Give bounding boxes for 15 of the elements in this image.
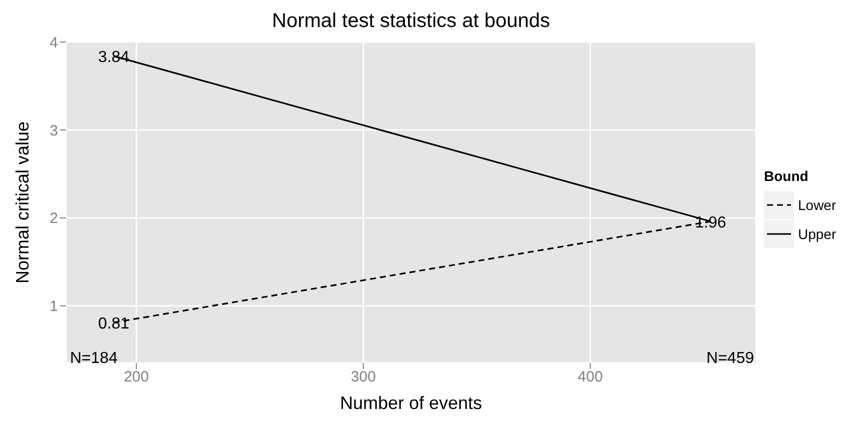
legend-label: Lower [798,196,836,212]
annotation: N=184 [70,350,118,368]
chart-title: Normal test statistics at bounds [271,10,551,33]
x-tick-label: 300 [350,368,376,386]
y-tick-label: 3 [50,122,58,140]
x-tick-label: 400 [578,368,603,386]
legend-title: Bound [764,168,810,184]
x-tick-label: 200 [124,368,149,386]
y-axis-title: Normal critical value [12,121,32,284]
legend-label: Upper [798,226,836,242]
y-tick-label: 4 [50,34,58,52]
y-tick-label: 2 [50,210,58,228]
y-tick-label: 1 [50,298,58,316]
annotation: N=459 [705,350,754,368]
x-axis-title: Number of events [340,393,482,413]
